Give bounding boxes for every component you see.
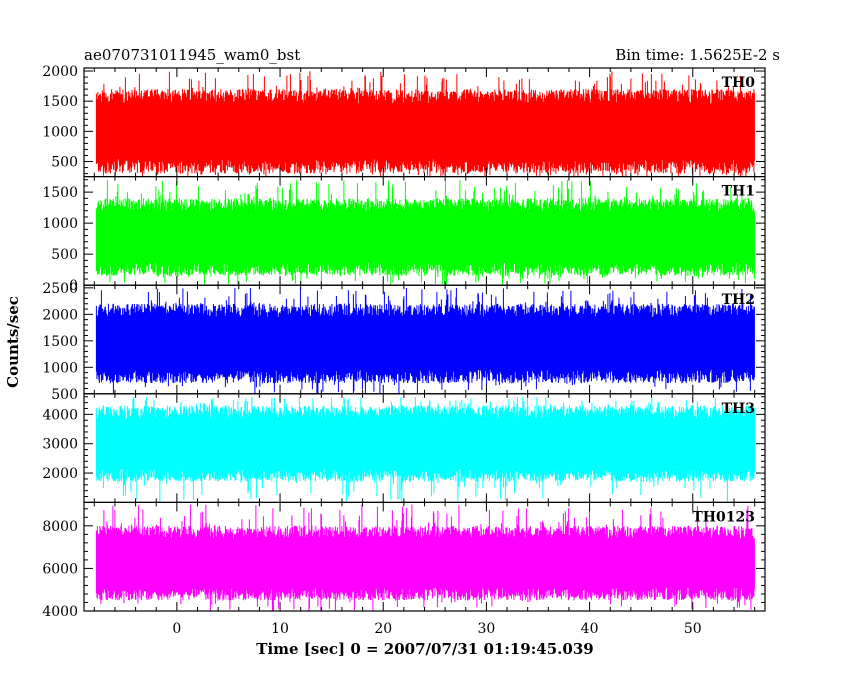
y-tick-label: 6000 [42, 561, 78, 577]
y-tick-label: 2000 [42, 64, 78, 80]
y-tick-label: 1500 [42, 94, 78, 110]
x-axis-labels: 0 10 20 30 40 50 [172, 621, 701, 637]
y-tick-label: 2000 [42, 466, 78, 482]
panel-label-th0123: TH0123 [692, 509, 755, 525]
series-line-th0123 [95, 504, 755, 611]
x-tick-label: 30 [477, 621, 495, 637]
observation-title: ae070731011945_wam0_bst [84, 46, 300, 64]
y-tick-label: 4000 [42, 604, 78, 620]
x-tick-label: 20 [374, 621, 392, 637]
bin-time-label: Bin time: 1.5625E-2 s [615, 46, 780, 64]
y-tick-label: 3000 [42, 437, 78, 453]
y-axis-title: Counts/sec [4, 296, 22, 388]
panel-label-th2: TH2 [722, 292, 755, 308]
panel-th2: 500 1000 1500 2000 2500 TH2 [42, 281, 766, 403]
panel-label-th3: TH3 [722, 401, 755, 417]
y-tick-label: 500 [51, 155, 78, 171]
panel-th0: 500 1000 1500 2000 TH0 [42, 64, 766, 178]
x-tick-label: 50 [684, 621, 702, 637]
x-axis-title: Time [sec] 0 = 2007/07/31 01:19:45.039 [256, 640, 593, 658]
y-tick-label: 1000 [42, 124, 78, 140]
y-tick-label: 0 [69, 278, 78, 294]
y-tick-label: 1500 [42, 334, 78, 350]
panel-th0123: 4000 6000 8000 TH0123 [42, 501, 766, 620]
panel-label-th1: TH1 [722, 184, 755, 200]
y-tick-label: 1000 [42, 216, 78, 232]
y-tick-label: 8000 [42, 519, 78, 535]
series-line-th1 [95, 179, 755, 286]
y-tick-label: 4000 [42, 407, 78, 423]
y-tick-label: 2500 [42, 281, 78, 297]
x-tick-label: 40 [581, 621, 599, 637]
panel-th3: 2000 3000 4000 TH3 [42, 393, 766, 503]
y-tick-label: 2000 [42, 307, 78, 323]
panel-label-th0: TH0 [722, 75, 756, 91]
series-line-th2 [95, 287, 755, 394]
x-tick-label: 10 [271, 621, 289, 637]
y-tick-label: 500 [51, 387, 78, 403]
y-tick-label: 1000 [42, 360, 78, 376]
panels-group: 500 1000 1500 2000 TH0 0 500 1000 1500 TH1 500 1000… [42, 64, 766, 620]
series-line-th3 [95, 396, 755, 503]
series-line-th0 [95, 71, 755, 177]
y-tick-label: 500 [51, 247, 78, 263]
panel-th1: 0 500 1000 1500 TH1 [42, 176, 766, 294]
y-tick-label: 1500 [42, 185, 78, 201]
x-tick-label: 0 [172, 621, 181, 637]
